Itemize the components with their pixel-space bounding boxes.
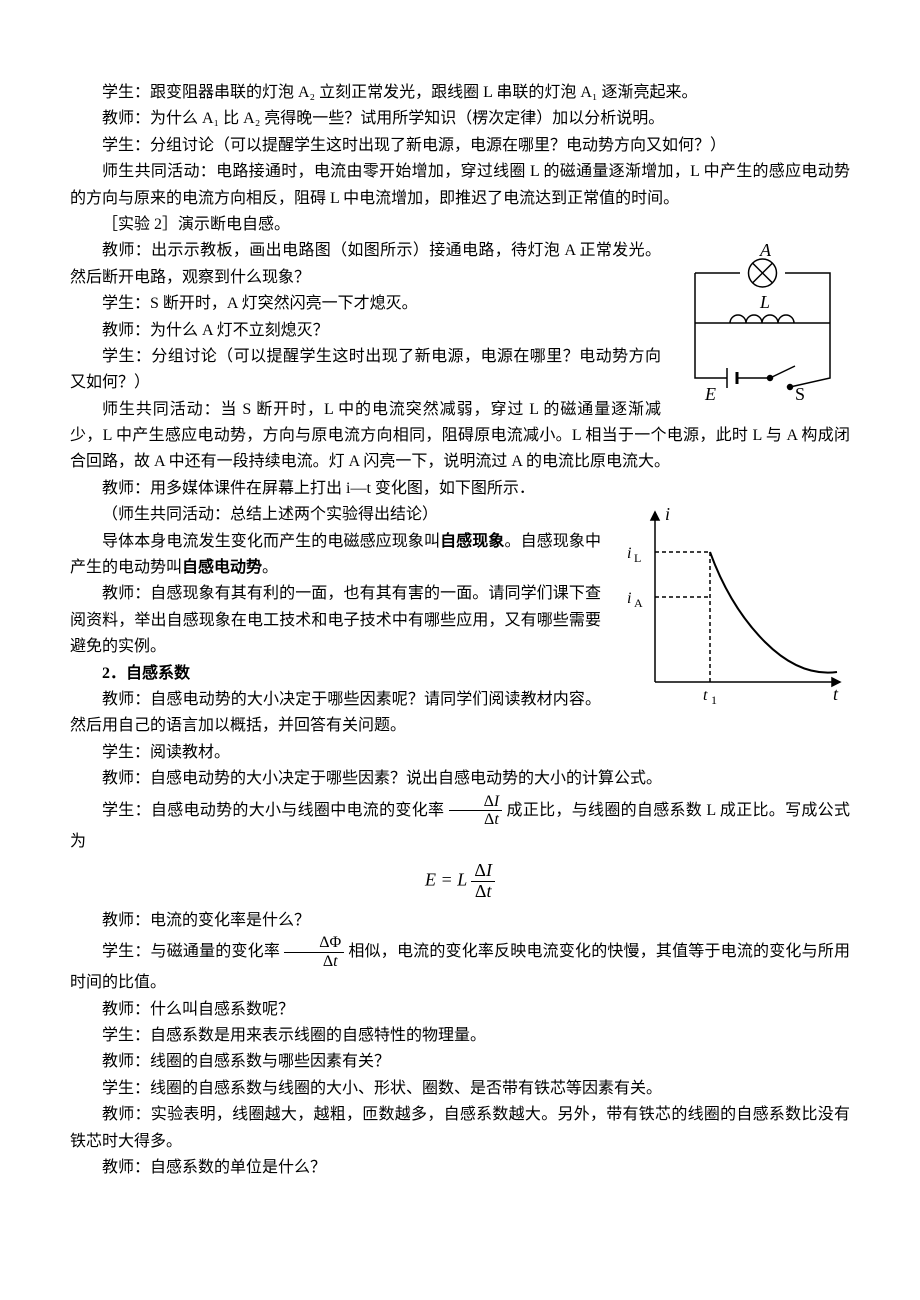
formula-emf: E = L ΔIΔt: [70, 861, 850, 902]
svg-text:i: i: [665, 504, 670, 524]
experiment-2-title: ［实验 2］演示断电自感。: [70, 212, 850, 238]
teacher-coef-q: 教师：什么叫自感系数呢？: [70, 997, 850, 1023]
student-rate-a: 学生：与磁通量的变化率 ΔΦΔt 相似，电流的变化率反映电流变化的快慢，其值等于…: [70, 934, 850, 997]
fraction-di-dt: ΔIΔt: [449, 801, 503, 818]
student-coef-a: 学生：自感系数是用来表示线圈的自感特性的物理量。: [70, 1023, 850, 1049]
svg-text:1: 1: [711, 693, 717, 707]
svg-text:A: A: [634, 596, 643, 610]
svg-text:L: L: [759, 292, 770, 312]
p18-part1: 学生：自感电动势的大小与线圈中电流的变化率: [102, 801, 449, 818]
student-read: 学生：阅读教材。: [70, 740, 850, 766]
def-text-3: 。: [262, 559, 278, 576]
p20-part1: 学生：与磁通量的变化率: [102, 943, 284, 960]
it-graph: i t i L i A t 1: [615, 502, 850, 716]
teacher-rate-q: 教师：电流的变化率是什么？: [70, 908, 850, 934]
student-coef-factors: 学生：线圈的自感系数与线圈的大小、形状、圈数、是否带有铁芯等因素有关。: [70, 1076, 850, 1102]
svg-text:S: S: [795, 384, 805, 403]
svg-text:A: A: [759, 240, 772, 260]
term-self-induction: 自感现象: [440, 533, 504, 550]
teacher-coef-factors: 教师：线圈的自感系数与哪些因素有关？: [70, 1049, 850, 1075]
svg-text:i: i: [627, 590, 631, 607]
svg-text:L: L: [634, 551, 641, 565]
svg-text:t: t: [703, 687, 708, 704]
svg-text:i: i: [627, 545, 631, 562]
teacher-exp: 教师：实验表明，线圈越大，越粗，匝数越多，自感系数越大。另外，带有铁芯的线圈的自…: [70, 1102, 850, 1155]
term-self-emf: 自感电动势: [182, 559, 262, 576]
student-answer-1: 学生：跟变阻器串联的灯泡 A₂ 立刻正常发光，跟线圈 L 串联的灯泡 A₁ 逐渐…: [70, 80, 850, 106]
teacher-graph: 教师：用多媒体课件在屏幕上打出 i—t 变化图，如下图所示．: [70, 476, 850, 502]
fraction-dphi-dt: ΔΦΔt: [284, 943, 344, 960]
def-text-1: 导体本身电流发生变化而产生的电磁感应现象叫: [102, 533, 440, 550]
circuit-diagram: A L E S: [675, 238, 850, 412]
teacher-unit: 教师：自感系数的单位是什么？: [70, 1155, 850, 1181]
teacher-factors-2: 教师：自感电动势的大小决定于哪些因素？说出自感电动势的大小的计算公式。: [70, 766, 850, 792]
activity-1: 师生共同活动：电路接通时，电流由零开始增加，穿过线圈 L 的磁通量逐渐增加，L …: [70, 159, 850, 212]
teacher-question-1: 教师：为什么 A₁ 比 A₂ 亮得晚一些？试用所学知识（楞次定律）加以分析说明。: [70, 106, 850, 132]
svg-text:E: E: [704, 384, 716, 403]
svg-text:t: t: [833, 684, 839, 704]
student-rate: 学生：自感电动势的大小与线圈中电流的变化率 ΔIΔt 成正比，与线圈的自感系数 …: [70, 793, 850, 856]
student-discuss-1: 学生：分组讨论（可以提醒学生这时出现了新电源，电源在哪里？电动势方向又如何？）: [70, 133, 850, 159]
